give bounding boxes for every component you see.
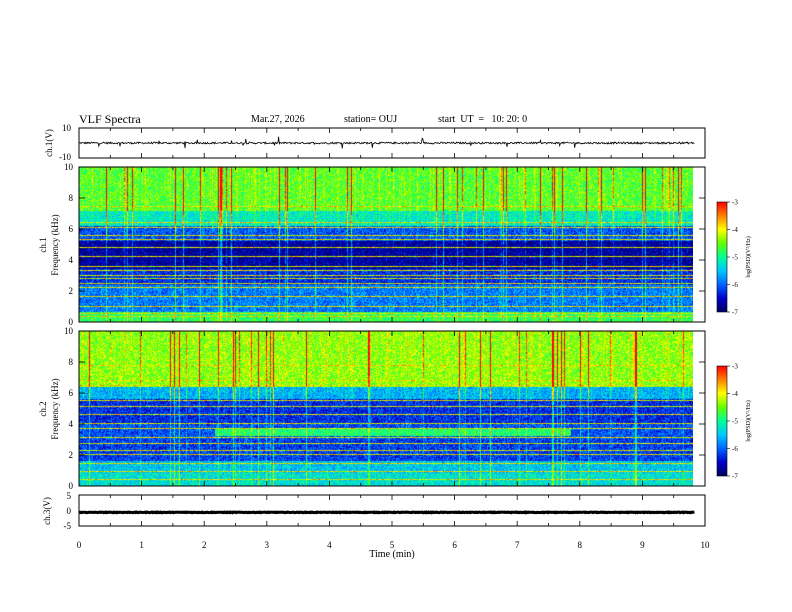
ch1-cb-label--3: -3 [732,199,738,207]
ch2-cb-label--5: -5 [732,418,738,426]
ch3-waveform-panel: 5 0 -5 ch.3(V) [42,491,706,531]
ch1-ytick-bottom: -10 [59,152,71,162]
ch2-cb-label--4: -4 [732,390,738,398]
ch1-spec-ytick-label-0: 0 [69,317,74,327]
ch1-cb-label--7: -7 [732,309,738,317]
x-tick-label-6: 6 [452,540,457,550]
station-label: station= OUJ [344,114,398,125]
date-label: Mar.27, 2026 [251,114,305,125]
ch1-waveform-panel: 10 -10 ch.1(V) [44,123,706,162]
ch1-spec-ylabel: Frequency (kHz) [50,214,60,275]
ch1-cb-label--5: -5 [732,254,738,262]
ch3-waveform-trace [78,510,695,515]
ch3-ytick-bottom: -5 [64,521,72,531]
ch1-cb-label--6: -6 [732,281,738,289]
x-tick-label-1: 1 [139,540,144,550]
ch1-ytick-top: 10 [62,123,72,133]
ch2-spec-ylabel: Frequency (kHz) [50,378,60,439]
ch2-spec-ytick-label-6: 6 [69,388,74,398]
x-tick-label-9: 9 [640,540,645,550]
ch1-spec-ytick-label-2: 2 [69,286,74,296]
ch1-spec-ytick-label-8: 8 [69,193,74,203]
ch2-spec-ytick-label-0: 0 [69,481,74,491]
start-ut-label: start UT = 10: 20: 0 [438,114,528,125]
x-tick-label-3: 3 [265,540,270,550]
ch1-spec-ylabel-top: ch.1 [38,237,48,252]
x-tick-label-8: 8 [578,540,583,550]
x-tick-label-0: 0 [77,540,82,550]
ch1-spec-ytick-label-10: 10 [64,162,74,172]
ch1-colorbar [716,201,728,313]
ch1-spec-ytick-label-4: 4 [69,255,74,265]
x-tick-label-10: 10 [701,540,711,550]
figure-title: VLF Spectra [79,112,141,126]
x-ticks: 0 1 2 3 4 5 6 7 8 9 10 [77,128,710,550]
ch2-spectrogram-image [79,331,693,486]
ch2-colorbar-label: log(PSD)(V²/Hz) [745,400,752,441]
ch2-spec-ytick-label-8: 8 [69,357,74,367]
ch1-colorbar-label: log(PSD)(V²/Hz) [745,236,752,277]
ch3-waveform-frame [78,494,706,527]
ch2-spec-ylabel-top: ch.2 [38,401,48,416]
ch2-cb-label--6: -6 [732,445,738,453]
x-tick-label-2: 2 [202,540,207,550]
ch1-spec-ytick-label-6: 6 [69,224,74,234]
ch1-cb-label--4: -4 [732,226,738,234]
ch2-spec-ytick-label-2: 2 [69,450,74,460]
x-tick-label-7: 7 [515,540,520,550]
ch3-ytick-top: 5 [67,491,72,501]
ch3-ylabel: ch.3(V) [42,497,52,525]
ch3-ytick-mid: 0 [67,506,72,516]
ch1-ylabel: ch.1(V) [44,129,54,157]
ch2-cb-label--7: -7 [732,473,738,481]
ch1-spectrogram-image [79,167,693,322]
ch1-waveform-trace [78,136,695,149]
ch2-spec-ytick-label-4: 4 [69,419,74,429]
x-axis-label: Time (min) [369,549,414,560]
x-tick-label-5: 5 [390,540,395,550]
x-tick-label-4: 4 [327,540,332,550]
ch2-spec-ytick-label-10: 10 [64,326,74,336]
ch2-cb-label--3: -3 [732,363,738,371]
ch2-colorbar [716,365,728,477]
